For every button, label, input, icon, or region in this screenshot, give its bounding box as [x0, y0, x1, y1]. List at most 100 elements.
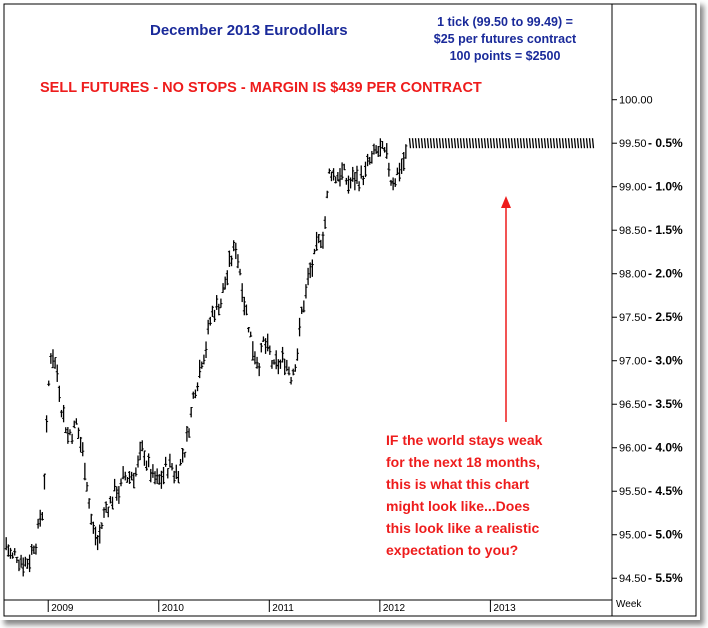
- projection-hatch-mark: [417, 138, 421, 149]
- projection-hatch-mark: [477, 138, 481, 149]
- projection-hatch-mark: [549, 138, 553, 149]
- projection-hatch-mark: [507, 138, 511, 149]
- projection-hatch-mark: [579, 138, 583, 149]
- projection-hatch-mark: [423, 138, 427, 149]
- x-tick-label: 2011: [272, 603, 294, 614]
- headline: SELL FUTURES - NO STOPS - MARGIN IS $439…: [40, 80, 482, 96]
- projection-hatch-mark: [582, 138, 586, 149]
- projection-hatch-mark: [471, 138, 475, 149]
- projection-hatch-mark: [468, 138, 472, 149]
- x-tick-label: 2009: [51, 603, 74, 614]
- y-tick-label: 99.00: [619, 182, 647, 194]
- projection-hatch-mark: [435, 138, 439, 149]
- y-rate-label: - 3.0%: [648, 354, 683, 368]
- projection-hatch-mark: [528, 138, 532, 149]
- tick-info-line: 1 tick (99.50 to 99.49) =: [437, 15, 573, 29]
- outer-border: [3, 3, 697, 617]
- projection-hatch-mark: [555, 138, 559, 149]
- projection-hatch: [408, 138, 595, 149]
- y-tick-label: 96.50: [619, 399, 647, 411]
- y-tick-label: 100.00: [619, 95, 653, 107]
- projection-hatch-mark: [498, 138, 502, 149]
- projection-hatch-mark: [480, 138, 484, 149]
- projection-hatch-mark: [450, 138, 454, 149]
- note-line: this is what this chart: [386, 476, 530, 492]
- projection-hatch-mark: [489, 138, 493, 149]
- projection-hatch-mark: [444, 138, 448, 149]
- y-tick-label: 99.50: [619, 138, 647, 150]
- projection-hatch-mark: [567, 138, 571, 149]
- projection-hatch-mark: [429, 138, 433, 149]
- y-rate-label: - 0.5%: [648, 136, 683, 150]
- projection-hatch-mark: [501, 138, 505, 149]
- chart-title: December 2013 Eurodollars: [150, 22, 348, 39]
- chart-frame: 2009 2010 2011 2012 2013 100.00 99.50- 0.5% 99…: [3, 3, 697, 617]
- projection-hatch-mark: [453, 138, 457, 149]
- projection-hatch-mark: [510, 138, 514, 149]
- projection-hatch-mark: [432, 138, 436, 149]
- y-rate-label: - 1.0%: [648, 180, 683, 194]
- tick-info-line: $25 per futures contract: [433, 32, 577, 46]
- y-axis-ticks: 100.00 99.50- 0.5% 99.00- 1.0% 98.50- 1.5% 9…: [612, 95, 683, 585]
- projection-hatch-mark: [534, 138, 538, 149]
- projection-hatch-mark: [585, 138, 589, 149]
- x-axis-label: Week: [616, 599, 642, 610]
- chart-svg: 2009 2010 2011 2012 2013 100.00 99.50- 0.5% 99…: [3, 3, 697, 617]
- projection-hatch-mark: [456, 138, 460, 149]
- annotation-note: IF the world stays weak for the next 18 …: [386, 429, 618, 561]
- y-tick-label: 97.00: [619, 356, 647, 368]
- projection-hatch-mark: [465, 138, 469, 149]
- projection-hatch-mark: [516, 138, 520, 149]
- projection-hatch-mark: [474, 138, 478, 149]
- x-tick-label: 2010: [162, 603, 185, 614]
- price-bars: [4, 138, 408, 577]
- projection-hatch-mark: [513, 138, 517, 149]
- projection-hatch-mark: [576, 138, 580, 149]
- projection-hatch-mark: [588, 138, 592, 149]
- projection-hatch-mark: [462, 138, 466, 149]
- projection-hatch-mark: [486, 138, 490, 149]
- y-rate-label: - 5.5%: [648, 571, 683, 585]
- projection-hatch-mark: [591, 138, 595, 149]
- projection-hatch-mark: [441, 138, 445, 149]
- y-rate-label: - 2.0%: [648, 267, 683, 281]
- y-tick-label: 96.00: [619, 443, 647, 455]
- projection-hatch-mark: [564, 138, 568, 149]
- tick-info-box: 1 tick (99.50 to 99.49) = $25 per future…: [392, 14, 618, 65]
- x-tick-label: 2013: [493, 603, 516, 614]
- projection-hatch-mark: [420, 138, 424, 149]
- projection-hatch-mark: [414, 138, 418, 149]
- projection-hatch-mark: [558, 138, 562, 149]
- x-axis-ticks: 2009 2010 2011 2012 2013: [47, 600, 516, 614]
- projection-hatch-mark: [552, 138, 556, 149]
- y-rate-label: - 3.5%: [648, 397, 683, 411]
- projection-hatch-mark: [573, 138, 577, 149]
- note-line: might look like...Does: [386, 498, 530, 514]
- projection-hatch-mark: [504, 138, 508, 149]
- projection-hatch-mark: [492, 138, 496, 149]
- projection-hatch-mark: [546, 138, 550, 149]
- note-line: IF the world stays weak: [386, 432, 543, 448]
- projection-hatch-mark: [459, 138, 463, 149]
- y-rate-label: - 1.5%: [648, 223, 683, 237]
- projection-hatch-mark: [438, 138, 442, 149]
- projection-hatch-mark: [540, 138, 544, 149]
- projection-hatch-mark: [519, 138, 523, 149]
- projection-hatch-mark: [447, 138, 451, 149]
- projection-hatch-mark: [525, 138, 529, 149]
- projection-hatch-mark: [408, 138, 412, 149]
- y-rate-label: - 4.5%: [648, 484, 683, 498]
- projection-hatch-mark: [495, 138, 499, 149]
- projection-hatch-mark: [543, 138, 547, 149]
- projection-hatch-mark: [483, 138, 487, 149]
- y-tick-label: 98.00: [619, 269, 647, 281]
- x-tick-label: 2012: [383, 603, 406, 614]
- y-rate-label: - 2.5%: [648, 310, 683, 324]
- projection-hatch-mark: [531, 138, 535, 149]
- note-line: this look like a realistic: [386, 520, 540, 536]
- projection-hatch-mark: [537, 138, 541, 149]
- y-tick-label: 95.00: [619, 530, 647, 542]
- note-line: for the next 18 months,: [386, 454, 541, 470]
- projection-hatch-mark: [561, 138, 565, 149]
- arrow-head: [501, 196, 511, 208]
